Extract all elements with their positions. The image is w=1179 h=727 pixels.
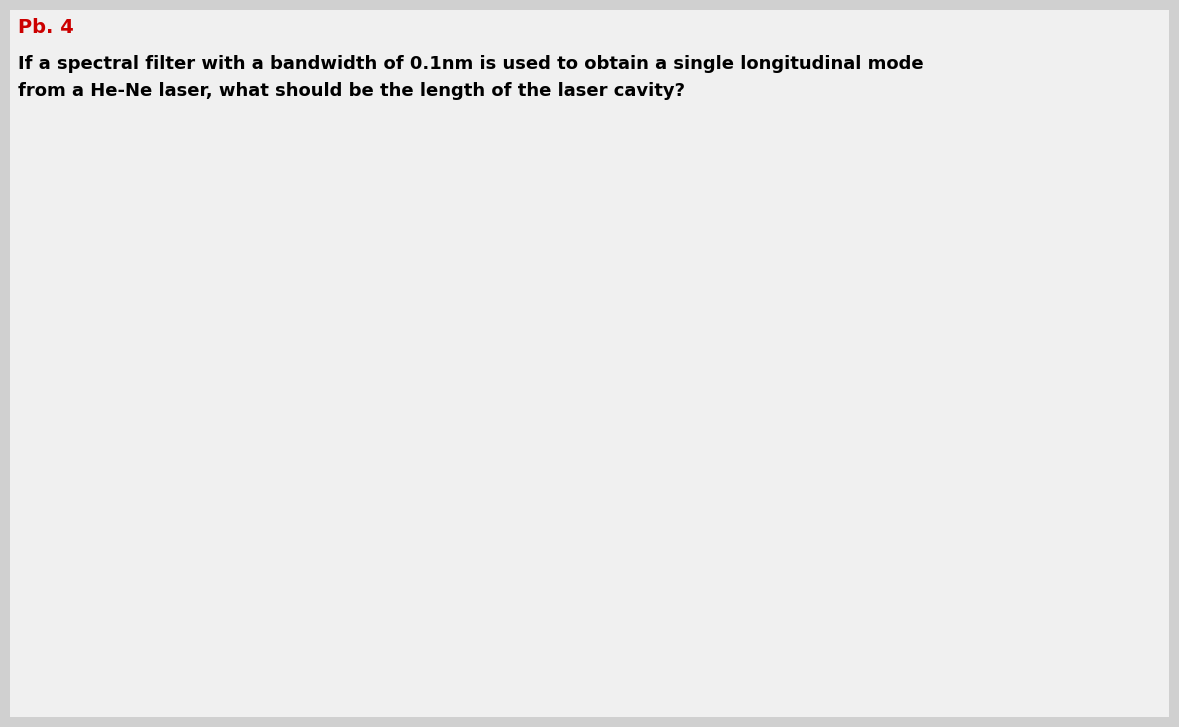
Text: Pb. 4: Pb. 4 [18, 18, 74, 37]
Text: from a He-Ne laser, what should be the length of the laser cavity?: from a He-Ne laser, what should be the l… [18, 82, 685, 100]
Text: If a spectral filter with a bandwidth of 0.1nm is used to obtain a single longit: If a spectral filter with a bandwidth of… [18, 55, 923, 73]
